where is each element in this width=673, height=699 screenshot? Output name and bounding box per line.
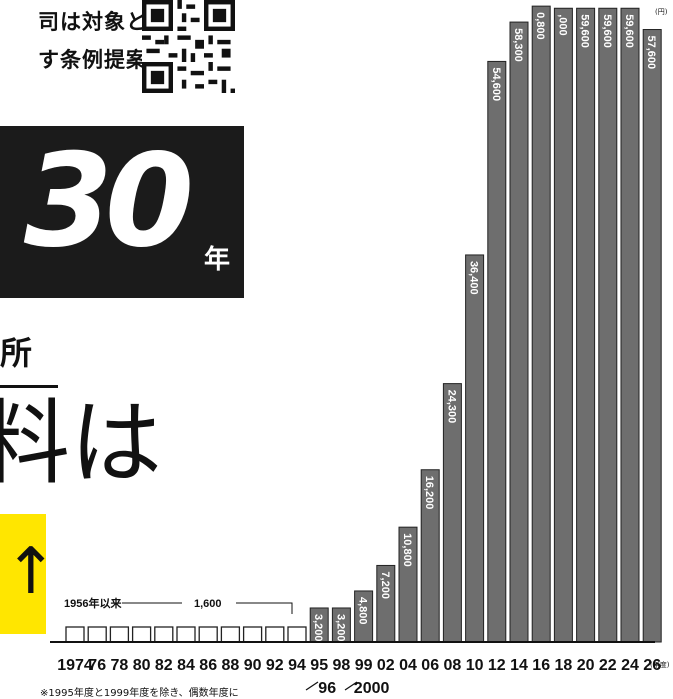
bar-value-label: 54,600	[490, 67, 502, 101]
x-tick-label: 1974	[57, 657, 93, 674]
bar	[576, 7, 596, 643]
hero-number: 30	[23, 127, 194, 276]
x-tick-label: 80	[133, 657, 151, 674]
bar-value-label: 3,200	[334, 614, 346, 642]
x-tick-label: 95	[310, 657, 328, 674]
bar-placeholder	[198, 626, 218, 643]
bar	[642, 29, 662, 643]
bar	[487, 60, 507, 643]
x-tick-label: 20	[577, 657, 595, 674]
sub-tick-slash	[305, 681, 319, 691]
x-tick-label: 86	[199, 657, 217, 674]
bar-value-label: 7,200	[379, 571, 391, 599]
bar-placeholder	[176, 626, 196, 643]
x-tick-label: 98	[333, 657, 351, 674]
headline-line-2: す条例提案	[38, 48, 148, 72]
x-tick-label: 78	[111, 657, 129, 674]
yellow-highlight	[0, 514, 46, 634]
footnote: ※1995年度と1999年度を除き、偶数年度に	[40, 688, 239, 699]
bar	[465, 254, 485, 643]
x-tick-label: 88	[222, 657, 240, 674]
bar-value-label: 36,400	[468, 261, 480, 295]
bar	[620, 7, 640, 643]
x-tick-label: 18	[555, 657, 573, 674]
bar-value-label: 59,600	[579, 14, 591, 48]
bar-placeholder	[65, 626, 85, 643]
x-tick-label: 94	[288, 657, 306, 674]
bar-placeholder	[265, 626, 285, 643]
bar	[531, 5, 551, 643]
bar-value-label: 10,800	[401, 533, 413, 567]
x-tick-label: 84	[177, 657, 195, 674]
bar	[509, 21, 529, 643]
annotation-label: 1956年以来	[64, 596, 122, 610]
x-tick-label: 90	[244, 657, 262, 674]
x-sub-tick-label: 96	[318, 680, 336, 697]
bar	[553, 7, 573, 643]
bar	[598, 7, 618, 643]
x-tick-label: 92	[266, 657, 284, 674]
x-tick-label: 08	[444, 657, 462, 674]
x-tick-label: 02	[377, 657, 395, 674]
sub-heading-underline	[0, 385, 58, 388]
annotation-line-right	[236, 602, 293, 614]
x-tick-label: 16	[532, 657, 550, 674]
x-tick-label: 76	[88, 657, 106, 674]
bar-value-label: 59,600	[601, 14, 613, 48]
bar-placeholder	[87, 626, 107, 643]
x-tick-label: 24	[621, 657, 639, 674]
bar-value-label: 24,300	[445, 390, 457, 424]
x-tick-label: 26	[643, 657, 661, 674]
headline-line-1: 司は対象と	[38, 10, 148, 34]
sub-heading: 所	[0, 334, 33, 372]
x-sub-tick-label: 2000	[354, 680, 390, 697]
bar-value-label: 59,600	[623, 14, 635, 48]
up-arrow-icon: ↑	[4, 535, 58, 609]
big-text: 料は	[0, 390, 163, 497]
y-unit-label: (円)	[655, 8, 668, 16]
annotation-value: 1,600	[194, 598, 222, 610]
hero-box: 30 年	[0, 126, 244, 298]
x-tick-label: 99	[355, 657, 373, 674]
bar-value-label: 16,200	[423, 476, 435, 510]
bar-placeholder	[287, 626, 307, 643]
x-tick-label: 10	[466, 657, 484, 674]
bar-placeholder	[242, 626, 263, 643]
bar-value-label: ,000	[556, 14, 568, 35]
bar-value-label: 58,300	[512, 28, 524, 62]
bar-value-label: 3,200	[312, 614, 324, 642]
bar-placeholder	[131, 626, 152, 643]
bar-value-label: 4,800	[357, 597, 369, 625]
bar-placeholder	[220, 626, 241, 643]
x-tick-label: 06	[421, 657, 439, 674]
qr-code-icon[interactable]	[142, 0, 235, 93]
hero-suffix: 年	[203, 245, 230, 275]
sub-tick-slash	[344, 681, 358, 691]
bar-value-label: 57,600	[645, 36, 657, 70]
x-tick-label: 14	[510, 657, 528, 674]
x-tick-label: 82	[155, 657, 173, 674]
x-unit-label: (年度)	[650, 660, 670, 669]
x-tick-label: 22	[599, 657, 617, 674]
x-tick-label: 12	[488, 657, 506, 674]
x-tick-label: 04	[399, 657, 417, 674]
bar-placeholder	[109, 626, 130, 643]
bar-placeholder	[154, 626, 174, 643]
bar-value-label: 0,800	[534, 12, 546, 40]
